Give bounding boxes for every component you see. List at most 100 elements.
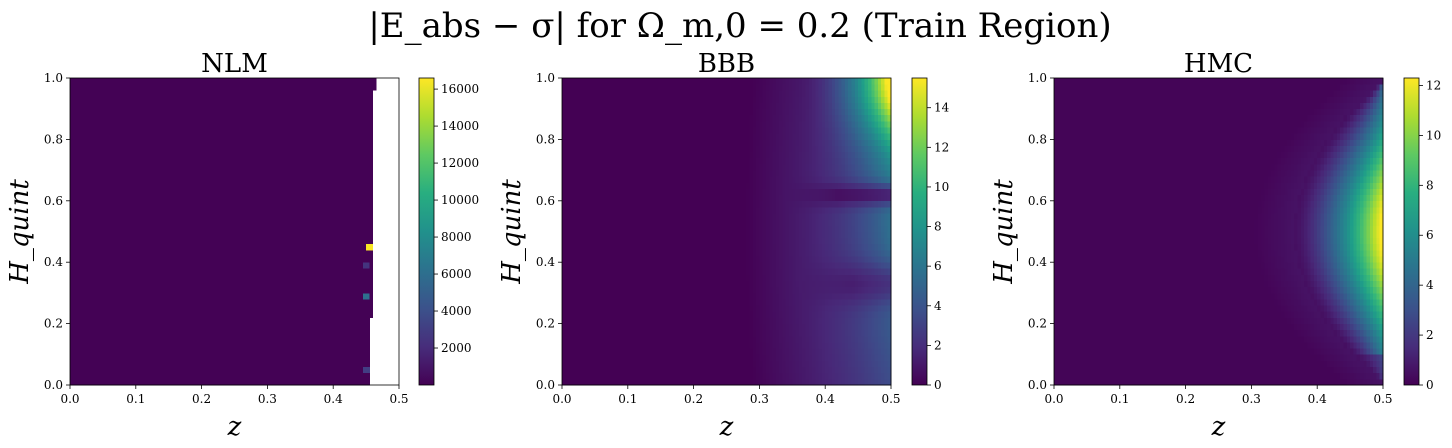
nlm-heatmap-cell (171, 237, 176, 245)
bbb-heatmap-cell (578, 157, 583, 165)
nlm-heatmap-cell (76, 78, 81, 85)
nlm-heatmap-cell (73, 219, 77, 226)
nlm-heatmap-cell (198, 194, 202, 202)
nlm-heatmap-cell (168, 268, 173, 275)
bbb-heatmap-cell (562, 378, 566, 386)
nlm-heatmap-cell (264, 372, 268, 380)
nlm-heatmap-cell (201, 323, 206, 331)
nlm-heatmap-cell (89, 372, 94, 380)
nlm-heatmap-cell (102, 360, 107, 367)
nlm-heatmap-cell (96, 323, 101, 331)
nlm-heatmap-cell (204, 372, 209, 380)
nlm-heatmap-cell (349, 84, 354, 91)
nlm-heatmap-cell (139, 219, 143, 226)
nlm-heatmap-cell (93, 78, 97, 85)
nlm-heatmap-cell (116, 139, 120, 146)
nlm-heatmap-cell (201, 366, 206, 374)
nlm-heatmap-cell (339, 354, 344, 361)
nlm-heatmap-cell (171, 311, 176, 318)
nlm-heatmap-cell (260, 163, 265, 171)
nlm-heatmap-cell (102, 342, 107, 349)
nlm-heatmap-cell (178, 249, 183, 257)
nlm-heatmap-cell (306, 348, 311, 355)
bbb-heatmap-cell (568, 120, 573, 128)
nlm-heatmap-cell (178, 194, 183, 202)
nlm-heatmap-cell (155, 127, 160, 134)
nlm-heatmap-cell (204, 108, 209, 116)
nlm-heatmap-cell (237, 194, 242, 202)
bbb-heatmap-cell (565, 213, 569, 220)
nlm-heatmap-cell (211, 317, 216, 324)
nlm-heatmap-cell (250, 157, 255, 165)
nlm-heatmap-cell (320, 274, 324, 282)
nlm-heatmap-cell (125, 188, 130, 196)
nlm-heatmap-cell (320, 213, 324, 220)
nlm-heatmap-cell (326, 274, 331, 282)
nlm-heatmap-cell (89, 268, 94, 275)
nlm-heatmap-cell (270, 299, 275, 306)
nlm-heatmap-cell (99, 225, 104, 232)
bbb-heatmap-cell (562, 335, 566, 343)
nlm-heatmap-cell (260, 108, 265, 116)
nlm-heatmap-cell (198, 96, 202, 103)
bbb-heatmap-cell (578, 96, 583, 103)
nlm-heatmap-cell (112, 188, 117, 196)
nlm-heatmap-cell (333, 225, 337, 232)
nlm-heatmap-cell (280, 84, 285, 91)
nlm-heatmap-cell (277, 127, 281, 134)
nlm-heatmap-cell (352, 305, 357, 312)
nlm-heatmap-cell (165, 243, 170, 251)
nlm-heatmap-cell (171, 84, 176, 91)
nlm-heatmap-cell (310, 78, 314, 85)
nlm-heatmap-cell (99, 372, 104, 380)
nlm-heatmap-cell (254, 157, 258, 165)
nlm-heatmap-cell (273, 145, 278, 153)
nlm-heatmap-cell (96, 108, 101, 116)
nlm-heatmap-cell (300, 114, 304, 122)
nlm-heatmap-cell (211, 163, 216, 171)
nlm-heatmap-cell (135, 114, 140, 122)
nlm-heatmap-cell (260, 120, 265, 128)
nlm-heatmap-cell (264, 219, 268, 226)
nlm-heatmap-cell (369, 225, 374, 232)
nlm-heatmap-cell (346, 243, 351, 251)
nlm-heatmap-cell (73, 188, 77, 196)
nlm-heatmap-cell (198, 372, 202, 380)
nlm-heatmap-cell (152, 213, 156, 220)
nlm-heatmap-cell (148, 213, 153, 220)
bbb-heatmap-cell (578, 262, 583, 269)
nlm-heatmap-cell (116, 360, 120, 367)
nlm-heatmap-cell (125, 78, 130, 85)
nlm-heatmap-cell (352, 200, 357, 208)
nlm-heatmap-cell (188, 311, 193, 318)
nlm-heatmap-cell (306, 237, 311, 245)
bbb-heatmap-cell (562, 268, 566, 275)
nlm-heatmap-cell (254, 108, 258, 116)
nlm-heatmap-cell (191, 329, 196, 337)
nlm-heatmap-cell (175, 274, 179, 282)
nlm-heatmap-cell (191, 335, 196, 343)
nlm-heatmap-cell (171, 200, 176, 208)
nlm-heatmap-cell (119, 163, 124, 171)
nlm-heatmap-cell (162, 182, 166, 189)
bbb-heatmap-cell (575, 305, 579, 312)
nlm-heatmap-cell (99, 360, 104, 367)
nlm-heatmap-cell (142, 348, 147, 355)
nlm-heatmap-cell (283, 78, 288, 85)
nlm-heatmap-cell (306, 206, 311, 214)
nlm-heatmap-cell (316, 329, 321, 337)
nlm-heatmap-cell (264, 335, 268, 343)
nlm-heatmap-cell (83, 219, 87, 226)
nlm-heatmap-cell (300, 182, 304, 189)
nlm-heatmap-cell (188, 188, 193, 196)
nlm-heatmap-cell (264, 139, 268, 146)
nlm-heatmap-cell (86, 194, 91, 202)
nlm-heatmap-cell (106, 78, 110, 85)
nlm-heatmap-cell (96, 188, 101, 196)
nlm-heatmap-cell (247, 108, 252, 116)
nlm-heatmap-cell (224, 372, 229, 380)
bbb-heatmap-cell (568, 219, 573, 226)
nlm-heatmap-cell (333, 286, 337, 294)
nlm-heatmap-cell (204, 249, 209, 257)
